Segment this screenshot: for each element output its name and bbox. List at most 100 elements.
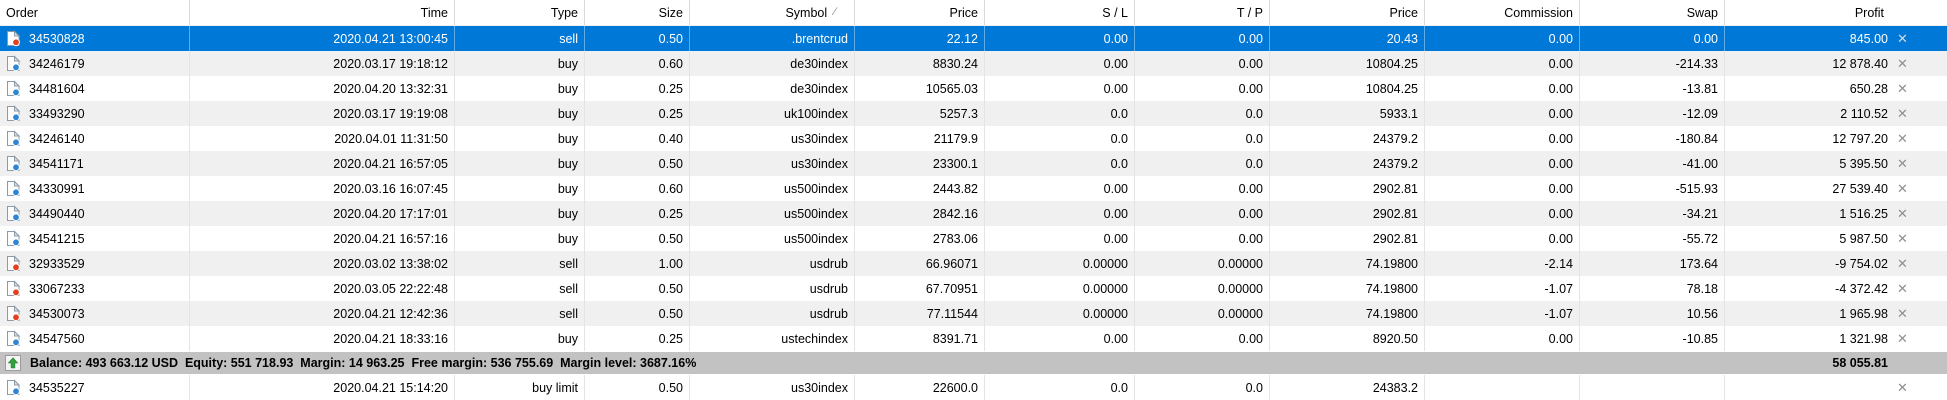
- column-header-order[interactable]: Order: [0, 0, 190, 25]
- order-open-price: 67.70951: [855, 276, 985, 301]
- order-id: 34246140: [29, 131, 85, 146]
- column-header-price-current[interactable]: Price: [1270, 0, 1425, 25]
- column-header-price-open[interactable]: Price: [855, 0, 985, 25]
- order-profit: 5 395.50: [1839, 156, 1888, 171]
- order-current-price: 2902.81: [1270, 226, 1425, 251]
- order-row[interactable]: 34541171 2020.04.21 16:57:05 buy 0.50 us…: [0, 151, 1947, 176]
- close-order-icon[interactable]: ✕: [1897, 156, 1908, 171]
- order-id: 34330991: [29, 181, 85, 196]
- order-current-price: 24379.2: [1270, 126, 1425, 151]
- order-profit: 845.00: [1849, 31, 1888, 46]
- close-order-icon[interactable]: ✕: [1897, 31, 1908, 46]
- column-header-symbol[interactable]: Symbol ∕: [690, 0, 855, 25]
- order-type: sell: [455, 26, 585, 51]
- order-open-price: 23300.1: [855, 151, 985, 176]
- order-row[interactable]: 34535227 2020.04.21 15:14:20 buy limit 0…: [0, 375, 1947, 400]
- order-type-icon: [6, 80, 22, 97]
- order-row[interactable]: 34530828 2020.04.21 13:00:45 sell 0.50 .…: [0, 26, 1947, 51]
- order-symbol: .brentcrud: [690, 26, 855, 51]
- close-order-icon[interactable]: ✕: [1897, 181, 1908, 196]
- order-row[interactable]: 33493290 2020.03.17 19:19:08 buy 0.25 uk…: [0, 101, 1947, 126]
- order-open-price: 2842.16: [855, 201, 985, 226]
- order-size: 0.40: [585, 126, 690, 151]
- order-sl: 0.00: [985, 176, 1135, 201]
- close-order-icon[interactable]: ✕: [1897, 131, 1908, 146]
- column-header-profit[interactable]: Profit: [1854, 5, 1884, 20]
- column-header-type[interactable]: Type: [455, 0, 585, 25]
- close-order-icon[interactable]: ✕: [1897, 206, 1908, 221]
- order-commission: 0.00: [1425, 26, 1580, 51]
- order-id: 34530073: [29, 306, 85, 321]
- order-symbol: de30index: [690, 51, 855, 76]
- order-row[interactable]: 34481604 2020.04.20 13:32:31 buy 0.25 de…: [0, 76, 1947, 101]
- order-swap: -180.84: [1580, 126, 1725, 151]
- close-order-icon[interactable]: ✕: [1897, 231, 1908, 246]
- order-profit: -9 754.02: [1835, 256, 1888, 271]
- order-type: buy: [455, 201, 585, 226]
- order-size: 0.25: [585, 201, 690, 226]
- order-type: buy: [455, 76, 585, 101]
- order-type-icon: [6, 230, 22, 247]
- order-type: buy: [455, 51, 585, 76]
- order-open-price: 22.12: [855, 26, 985, 51]
- close-order-icon[interactable]: ✕: [1897, 56, 1908, 71]
- close-order-icon[interactable]: ✕: [1897, 256, 1908, 271]
- order-tp: 0.00000: [1135, 251, 1270, 276]
- order-symbol: de30index: [690, 76, 855, 101]
- order-type: sell: [455, 251, 585, 276]
- order-sl: 0.00: [985, 326, 1135, 351]
- column-header-size[interactable]: Size: [585, 0, 690, 25]
- order-row[interactable]: 32933529 2020.03.02 13:38:02 sell 1.00 u…: [0, 251, 1947, 276]
- order-current-price: 2902.81: [1270, 176, 1425, 201]
- order-time: 2020.03.17 19:18:12: [190, 51, 455, 76]
- order-swap: [1580, 375, 1725, 400]
- order-size: 0.50: [585, 151, 690, 176]
- order-row[interactable]: 34490440 2020.04.20 17:17:01 buy 0.25 us…: [0, 201, 1947, 226]
- column-header-commission[interactable]: Commission: [1425, 0, 1580, 25]
- close-order-icon[interactable]: ✕: [1897, 106, 1908, 121]
- close-order-icon[interactable]: ✕: [1897, 380, 1908, 395]
- column-header-tp[interactable]: T / P: [1135, 0, 1270, 25]
- order-type: buy limit: [455, 375, 585, 400]
- order-symbol: usdrub: [690, 301, 855, 326]
- order-type-icon: [6, 255, 22, 272]
- order-tp: 0.0: [1135, 101, 1270, 126]
- order-type: buy: [455, 126, 585, 151]
- order-time: 2020.04.21 16:57:16: [190, 226, 455, 251]
- order-profit: 12 878.40: [1832, 56, 1888, 71]
- column-header-time[interactable]: Time: [190, 0, 455, 25]
- balance-up-arrow-icon: [5, 355, 21, 371]
- order-type-icon: [6, 305, 22, 322]
- order-time: 2020.04.20 13:32:31: [190, 76, 455, 101]
- order-time: 2020.04.20 17:17:01: [190, 201, 455, 226]
- order-commission: 0.00: [1425, 201, 1580, 226]
- order-type-icon: [6, 30, 22, 47]
- order-row[interactable]: 34330991 2020.03.16 16:07:45 buy 0.60 us…: [0, 176, 1947, 201]
- order-id: 34541215: [29, 231, 85, 246]
- order-swap: 10.56: [1580, 301, 1725, 326]
- order-row[interactable]: 33067233 2020.03.05 22:22:48 sell 0.50 u…: [0, 276, 1947, 301]
- order-swap: -13.81: [1580, 76, 1725, 101]
- order-swap: 78.18: [1580, 276, 1725, 301]
- order-row[interactable]: 34541215 2020.04.21 16:57:16 buy 0.50 us…: [0, 226, 1947, 251]
- order-row[interactable]: 34246140 2020.04.01 11:31:50 buy 0.40 us…: [0, 126, 1947, 151]
- column-header-sl[interactable]: S / L: [985, 0, 1135, 25]
- close-order-icon[interactable]: ✕: [1897, 281, 1908, 296]
- order-symbol: us500index: [690, 176, 855, 201]
- order-row[interactable]: 34246179 2020.03.17 19:18:12 buy 0.60 de…: [0, 51, 1947, 76]
- column-header-swap[interactable]: Swap: [1580, 0, 1725, 25]
- order-symbol: us30index: [690, 126, 855, 151]
- order-open-price: 66.96071: [855, 251, 985, 276]
- order-tp: 0.00: [1135, 201, 1270, 226]
- order-profit: 12 797.20: [1832, 131, 1888, 146]
- order-row[interactable]: 34547560 2020.04.21 18:33:16 buy 0.25 us…: [0, 326, 1947, 351]
- close-order-icon[interactable]: ✕: [1897, 81, 1908, 96]
- order-row[interactable]: 34530073 2020.04.21 12:42:36 sell 0.50 u…: [0, 301, 1947, 326]
- close-order-icon[interactable]: ✕: [1897, 306, 1908, 321]
- order-type: buy: [455, 101, 585, 126]
- order-current-price: 24379.2: [1270, 151, 1425, 176]
- order-time: 2020.04.21 15:14:20: [190, 375, 455, 400]
- order-swap: -214.33: [1580, 51, 1725, 76]
- order-profit: 2 110.52: [1840, 106, 1888, 121]
- close-order-icon[interactable]: ✕: [1897, 331, 1908, 346]
